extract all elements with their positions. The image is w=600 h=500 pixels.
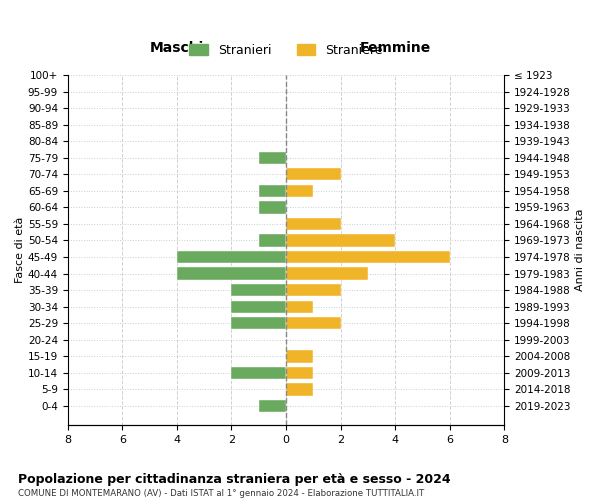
Bar	[286, 168, 341, 180]
Text: Femmine: Femmine	[359, 41, 431, 55]
Bar	[232, 300, 286, 313]
Bar	[286, 317, 341, 330]
Bar	[259, 400, 286, 412]
Bar	[286, 251, 450, 264]
Bar	[286, 234, 395, 246]
Bar	[177, 251, 286, 264]
Bar	[286, 284, 341, 296]
Bar	[232, 366, 286, 379]
Bar	[259, 184, 286, 197]
Bar	[232, 317, 286, 330]
Bar	[286, 350, 313, 362]
Bar	[286, 184, 313, 197]
Text: Popolazione per cittadinanza straniera per età e sesso - 2024: Popolazione per cittadinanza straniera p…	[18, 472, 451, 486]
Y-axis label: Anni di nascita: Anni di nascita	[575, 209, 585, 292]
Bar	[259, 234, 286, 246]
Bar	[286, 218, 341, 230]
Bar	[286, 366, 313, 379]
Bar	[259, 201, 286, 213]
Bar	[286, 268, 368, 280]
Bar	[232, 284, 286, 296]
Text: Maschi: Maschi	[150, 41, 204, 55]
Bar	[286, 384, 313, 396]
Legend: Stranieri, Straniere: Stranieri, Straniere	[184, 39, 388, 62]
Y-axis label: Fasce di età: Fasce di età	[15, 217, 25, 284]
Bar	[259, 152, 286, 164]
Bar	[177, 268, 286, 280]
Bar	[286, 300, 313, 313]
Text: COMUNE DI MONTEMARANO (AV) - Dati ISTAT al 1° gennaio 2024 - Elaborazione TUTTIT: COMUNE DI MONTEMARANO (AV) - Dati ISTAT …	[18, 489, 424, 498]
